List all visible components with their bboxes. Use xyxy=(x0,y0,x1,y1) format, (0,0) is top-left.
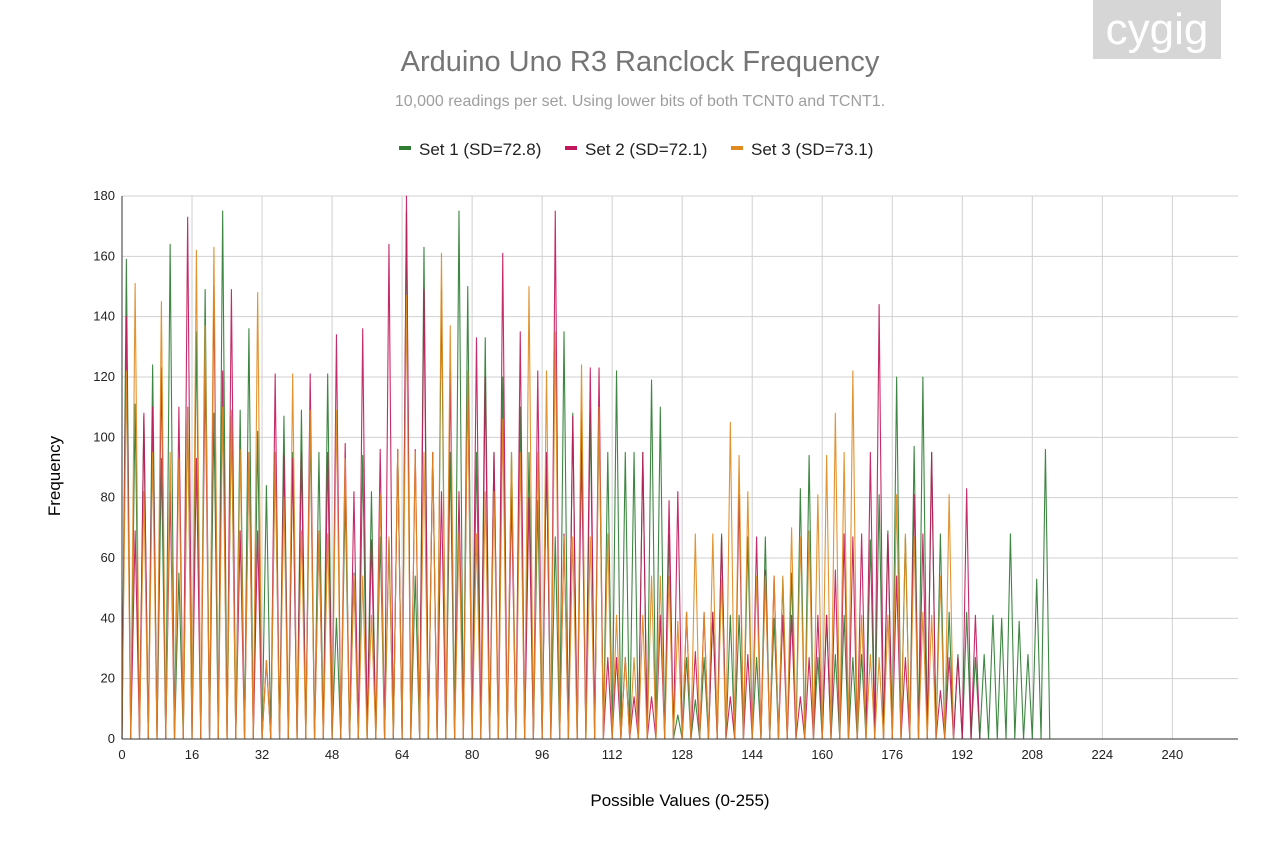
x-tick-label: 32 xyxy=(255,747,269,762)
y-axis-label: Frequency xyxy=(45,435,64,516)
y-tick-label: 80 xyxy=(101,490,115,505)
y-axis-ticks: 0 20 40 60 80 100 120 140 160 180 xyxy=(93,188,115,746)
x-axis-label: Possible Values (0-255) xyxy=(590,791,769,810)
x-tick-label: 224 xyxy=(1091,747,1113,762)
x-tick-label: 128 xyxy=(671,747,693,762)
x-tick-label: 208 xyxy=(1021,747,1043,762)
legend: Set 1 (SD=72.8) Set 2 (SD=72.1) Set 3 (S… xyxy=(399,140,873,159)
x-tick-label: 48 xyxy=(325,747,339,762)
legend-label-set-2: Set 2 (SD=72.1) xyxy=(585,140,707,159)
y-tick-label: 140 xyxy=(93,309,115,324)
chart-subtitle: 10,000 readings per set. Using lower bit… xyxy=(395,93,885,110)
x-tick-label: 80 xyxy=(465,747,479,762)
y-tick-label: 60 xyxy=(101,550,115,565)
y-tick-label: 100 xyxy=(93,429,115,444)
legend-swatch-set-3 xyxy=(731,146,743,150)
x-tick-label: 0 xyxy=(118,747,125,762)
legend-swatch-set-2 xyxy=(565,146,577,150)
chart-title: Arduino Uno R3 Ranclock Frequency xyxy=(401,46,880,78)
legend-label-set-1: Set 1 (SD=72.8) xyxy=(419,140,541,159)
watermark-text: cygig xyxy=(1106,5,1209,54)
legend-swatch-set-1 xyxy=(399,146,411,150)
axes xyxy=(121,196,1238,740)
watermark-badge: cygig xyxy=(1093,0,1221,59)
y-tick-label: 160 xyxy=(93,248,115,263)
y-tick-label: 120 xyxy=(93,369,115,384)
y-tick-label: 40 xyxy=(101,610,115,625)
x-tick-label: 112 xyxy=(602,747,623,762)
y-tick-label: 0 xyxy=(108,731,115,746)
legend-label-set-3: Set 3 (SD=73.1) xyxy=(751,140,873,159)
y-tick-label: 20 xyxy=(101,671,115,686)
x-tick-label: 16 xyxy=(185,747,199,762)
y-tick-label: 180 xyxy=(93,188,115,203)
x-tick-label: 64 xyxy=(395,747,409,762)
x-tick-label: 240 xyxy=(1162,747,1184,762)
x-tick-label: 176 xyxy=(881,747,903,762)
x-tick-label: 160 xyxy=(811,747,833,762)
x-tick-label: 96 xyxy=(535,747,549,762)
x-tick-label: 192 xyxy=(951,747,973,762)
x-tick-label: 144 xyxy=(741,747,763,762)
grid xyxy=(122,195,1238,740)
x-axis-ticks: 0 16 32 48 64 80 96 112 128 144 160 176 192 208 224 240 xyxy=(118,747,1183,762)
series-line-set-3 xyxy=(121,246,955,740)
